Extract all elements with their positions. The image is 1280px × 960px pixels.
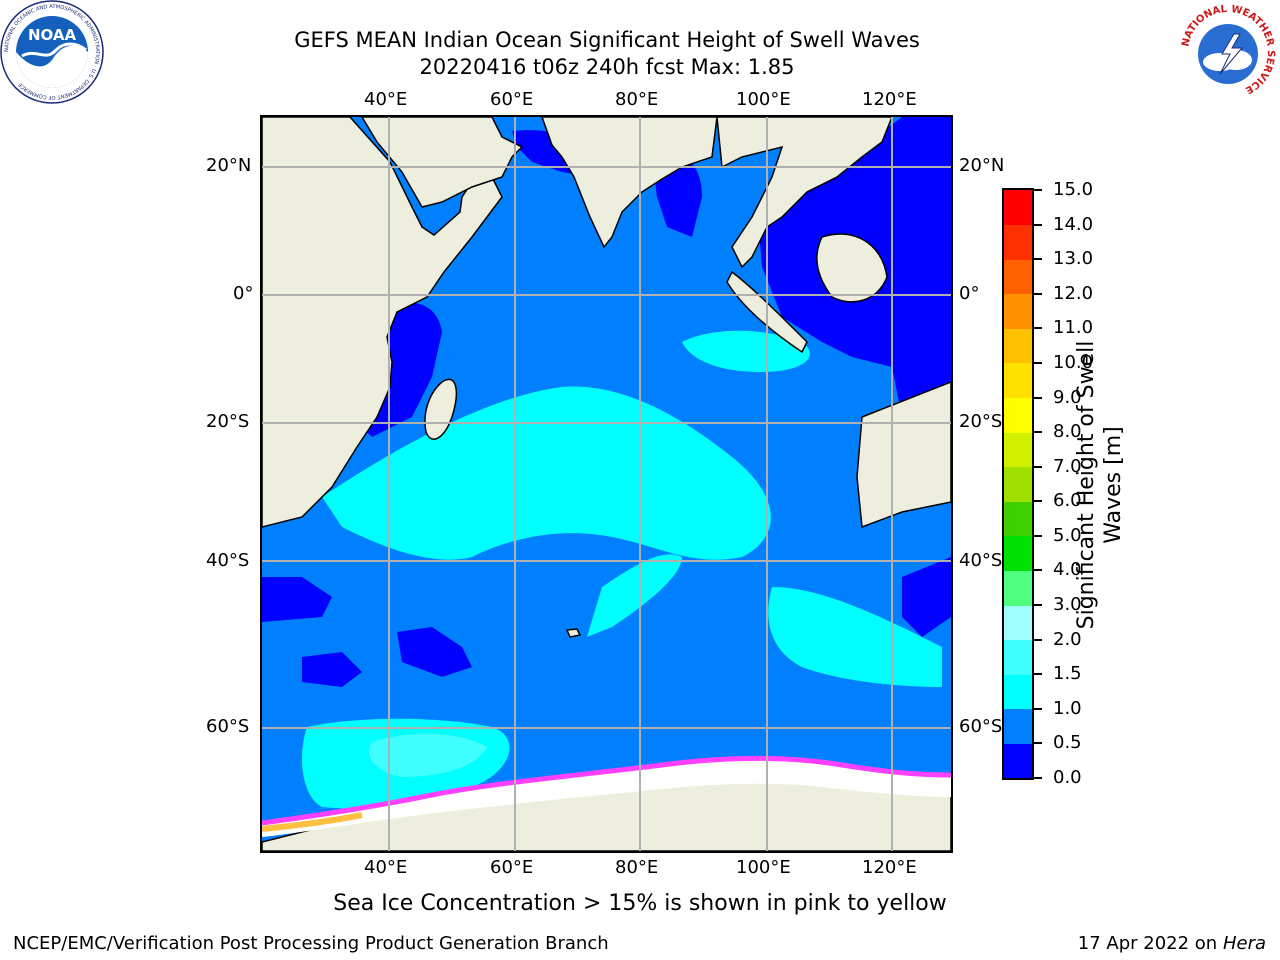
lat-tick-left-60s: 60°S (206, 716, 250, 737)
lon-tick-top-60e: 60°E (490, 89, 534, 110)
southeast-asia-land (716, 117, 893, 269)
colorbar-tick-label: 7.0 (1053, 455, 1082, 477)
colorbar-tick-mark (1034, 431, 1042, 434)
swell-1.5-2.0-zones (368, 733, 487, 777)
colorbar-tick-label: 8.0 (1053, 421, 1082, 443)
colorbar-tick-mark (1034, 361, 1042, 364)
lat-tick-left-0: 0° (233, 283, 254, 304)
colorbar-tick-label: 5.0 (1053, 524, 1082, 546)
africa-land (262, 117, 503, 528)
colorbar-segment (1004, 605, 1032, 641)
colorbar-tick-mark (1034, 500, 1042, 503)
swell-height-map (260, 115, 953, 853)
nws-logo: NATIONAL WEATHER SERVICE (1178, 2, 1278, 102)
colorbar-segment (1004, 224, 1032, 260)
colorbar-tick-mark (1034, 396, 1042, 399)
colorbar-segment (1004, 743, 1032, 778)
colorbar-segment (1004, 397, 1032, 433)
lat-tick-right-20s: 20°S (959, 411, 1003, 432)
lon-tick-bottom-40e: 40°E (364, 857, 408, 878)
colorbar-tick-mark (1034, 189, 1042, 191)
gridlines (262, 117, 951, 851)
lat-tick-right-40s: 40°S (959, 550, 1003, 571)
colorbar-tick-mark (1034, 465, 1042, 468)
colorbar-tick-mark (1034, 777, 1042, 779)
lat-tick-right-20n: 20°N (959, 155, 1005, 176)
colorbar-tick-label: 10.0 (1053, 351, 1094, 373)
colorbar-segment (1004, 293, 1032, 329)
colorbar-tick-mark (1034, 673, 1042, 676)
colorbar-tick-label: 4.0 (1053, 559, 1082, 581)
lat-tick-left-20s: 20°S (206, 411, 250, 432)
colorbar-segment (1004, 362, 1032, 399)
colorbar-segment (1004, 708, 1032, 744)
colorbar-tick-label: 1.5 (1053, 663, 1082, 685)
lon-tick-top-80e: 80°E (615, 89, 659, 110)
noaa-logo: NATIONAL OCEANIC AND ATMOSPHERIC ADMINIS… (0, 0, 104, 104)
lon-tick-bottom-120e: 120°E (862, 857, 917, 878)
colorbar-segment (1004, 432, 1032, 468)
lat-tick-right-60s: 60°S (959, 716, 1003, 737)
colorbar-segment (1004, 259, 1032, 295)
colorbar-tick-mark (1034, 534, 1042, 537)
colorbar-tick-mark (1034, 638, 1042, 641)
colorbar-tick-mark (1034, 327, 1042, 330)
colorbar-tick-label: 0.0 (1053, 767, 1082, 788)
colorbar-segment (1004, 466, 1032, 502)
colorbar-tick-mark (1034, 707, 1042, 710)
colorbar (1002, 188, 1034, 780)
colorbar-segment (1004, 674, 1032, 710)
lat-tick-left-40s: 40°S (206, 550, 250, 571)
colorbar-tick-label: 9.0 (1053, 386, 1082, 408)
map-title: GEFS MEAN Indian Ocean Significant Heigh… (294, 28, 920, 52)
colorbar-segment (1004, 535, 1032, 571)
map-subtitle: 20220416 t06z 240h fcst Max: 1.85 (419, 55, 795, 79)
lon-tick-top-100e: 100°E (736, 89, 791, 110)
lat-tick-left-20n: 20°N (206, 155, 252, 176)
lon-tick-top-40e: 40°E (364, 89, 408, 110)
australia-land (856, 381, 951, 529)
colorbar-segment (1004, 570, 1032, 606)
colorbar-tick-mark (1034, 742, 1042, 745)
lon-tick-bottom-80e: 80°E (615, 857, 659, 878)
noaa-logo-text: NOAA (28, 26, 77, 44)
lon-tick-bottom-60e: 60°E (490, 857, 534, 878)
lon-tick-bottom-100e: 100°E (736, 857, 791, 878)
colorbar-tick-mark (1034, 604, 1042, 607)
colorbar-segment (1004, 501, 1032, 537)
colorbar-tick-label: 2.0 (1053, 628, 1082, 650)
kerguelen-island (565, 628, 582, 638)
footer-branch-credit: NCEP/EMC/Verification Post Processing Pr… (13, 933, 609, 954)
footer-date-host: 17 Apr 2022 on Hera (1078, 933, 1266, 954)
colorbar-tick-mark (1034, 258, 1042, 261)
lon-tick-top-120e: 120°E (862, 89, 917, 110)
borneo-land (816, 233, 888, 303)
colorbar-tick-label: 11.0 (1053, 317, 1094, 339)
colorbar-tick-mark (1034, 292, 1042, 295)
footer-host: Hera (1222, 933, 1266, 954)
colorbar-tick-mark (1034, 569, 1042, 572)
colorbar-tick-label: 0.5 (1053, 732, 1082, 754)
colorbar-tick-label: 13.0 (1053, 248, 1094, 270)
footer-date: 17 Apr 2022 on (1077, 933, 1223, 954)
colorbar-segment (1004, 190, 1032, 226)
lat-tick-right-0: 0° (959, 283, 980, 304)
india-land (541, 117, 718, 249)
colorbar-tick-label: 6.0 (1053, 490, 1082, 512)
colorbar-tick-mark (1034, 223, 1042, 226)
colorbar-segment (1004, 639, 1032, 675)
colorbar-tick-label: 3.0 (1053, 594, 1082, 616)
colorbar-tick-label: 14.0 (1053, 213, 1094, 235)
colorbar-label: Significant Height of Swell Waves [m] (1074, 340, 1126, 630)
colorbar-tick-label: 15.0 (1053, 179, 1094, 200)
madagascar-land (424, 378, 458, 440)
colorbar-tick-label: 12.0 (1053, 282, 1094, 304)
sea-ice-caption: Sea Ice Concentration > 15% is shown in … (333, 891, 947, 916)
colorbar-segment (1004, 328, 1032, 364)
colorbar-tick-label: 1.0 (1053, 697, 1082, 719)
